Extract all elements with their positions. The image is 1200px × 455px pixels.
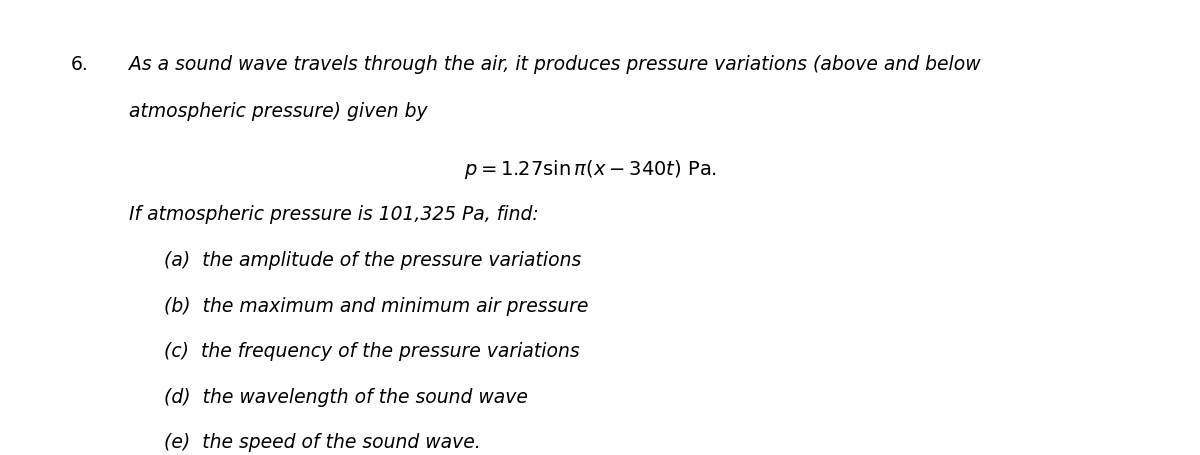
Text: 6.: 6. — [71, 55, 89, 73]
Text: If atmospheric pressure is 101,325 Pa, find:: If atmospheric pressure is 101,325 Pa, f… — [130, 205, 539, 224]
Text: atmospheric pressure) given by: atmospheric pressure) given by — [130, 102, 428, 121]
Text: (a)  the amplitude of the pressure variations: (a) the amplitude of the pressure variat… — [164, 250, 582, 269]
Text: As a sound wave travels through the air, it produces pressure variations (above : As a sound wave travels through the air,… — [130, 55, 982, 73]
Text: (b)  the maximum and minimum air pressure: (b) the maximum and minimum air pressure — [164, 296, 589, 315]
Text: (c)  the frequency of the pressure variations: (c) the frequency of the pressure variat… — [164, 341, 580, 360]
Text: $p = 1.27 \sin \pi(x - 340t)$ Pa.: $p = 1.27 \sin \pi(x - 340t)$ Pa. — [464, 157, 716, 180]
Text: (e)  the speed of the sound wave.: (e) the speed of the sound wave. — [164, 433, 481, 451]
Text: (d)  the wavelength of the sound wave: (d) the wavelength of the sound wave — [164, 387, 528, 406]
